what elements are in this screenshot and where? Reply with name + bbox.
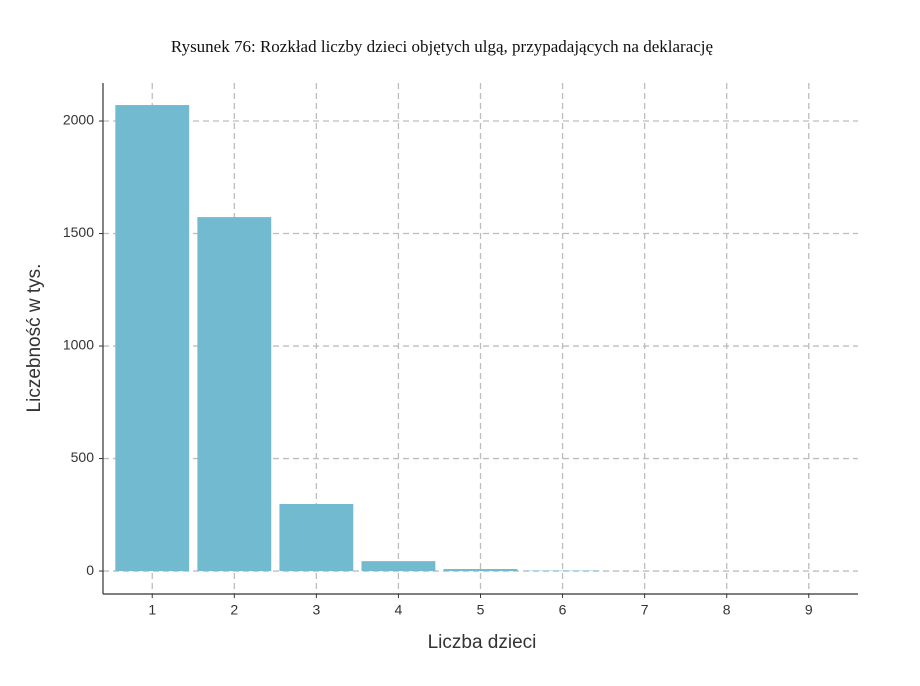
bar bbox=[279, 503, 354, 572]
bar bbox=[361, 561, 436, 572]
y-axis-title: Liczebność w tys. bbox=[24, 264, 45, 413]
x-tick-label: 4 bbox=[395, 602, 403, 618]
y-tick-label: 500 bbox=[71, 449, 95, 465]
bar bbox=[443, 569, 518, 572]
x-tick-label: 3 bbox=[312, 602, 320, 618]
chart-title: Rysunek 76: Rozkład liczby dzieci objęty… bbox=[171, 37, 713, 56]
y-tick-label: 0 bbox=[86, 562, 94, 578]
x-axis-title: Liczba dzieci bbox=[428, 632, 537, 653]
bar bbox=[115, 105, 190, 572]
x-tick-label: 7 bbox=[641, 602, 649, 618]
x-tick-label: 5 bbox=[477, 602, 485, 618]
y-tick-label: 1000 bbox=[63, 337, 94, 353]
x-tick-label: 6 bbox=[559, 602, 567, 618]
bar bbox=[197, 217, 272, 572]
y-tick-label: 2000 bbox=[63, 112, 94, 128]
x-tick-label: 8 bbox=[723, 602, 731, 618]
x-tick-label: 1 bbox=[148, 602, 156, 618]
x-tick-label: 9 bbox=[805, 602, 813, 618]
y-tick-label: 1500 bbox=[63, 224, 94, 240]
x-tick-label: 2 bbox=[230, 602, 238, 618]
